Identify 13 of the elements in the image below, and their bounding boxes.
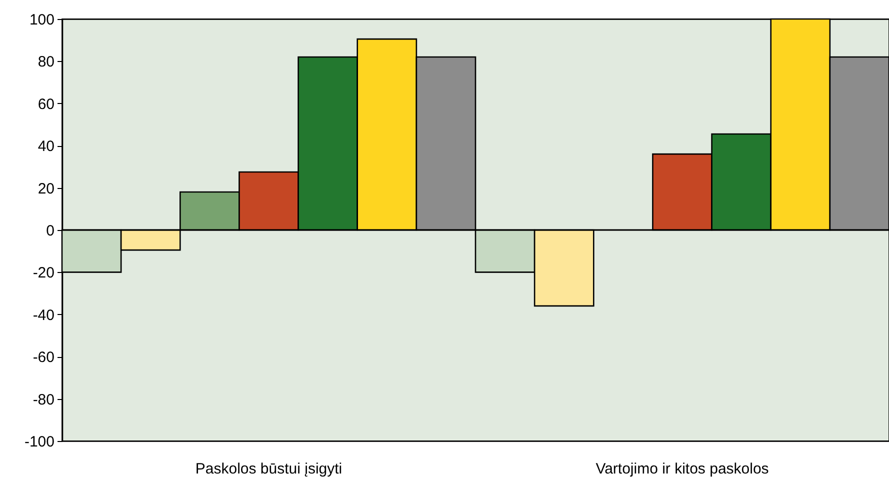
y-tick-label: 0 <box>46 222 54 240</box>
y-tick-label: -80 <box>32 391 54 408</box>
x-tick-label: Paskolos būstui įsigyti <box>195 460 342 478</box>
y-tick-label: 80 <box>38 54 54 71</box>
y-tick-label: 60 <box>38 96 54 113</box>
y-tick-label: 100 <box>29 12 54 28</box>
x-tick-label: Vartojimo ir kitos paskolos <box>596 460 769 478</box>
y-tick-label: -60 <box>32 349 54 366</box>
y-tick-label: -40 <box>32 306 54 324</box>
y-tick-label: -100 <box>24 434 54 450</box>
y-tick-label: -20 <box>32 264 54 282</box>
y-tick-label: 20 <box>38 180 54 198</box>
y-tick-label: 40 <box>38 138 54 156</box>
